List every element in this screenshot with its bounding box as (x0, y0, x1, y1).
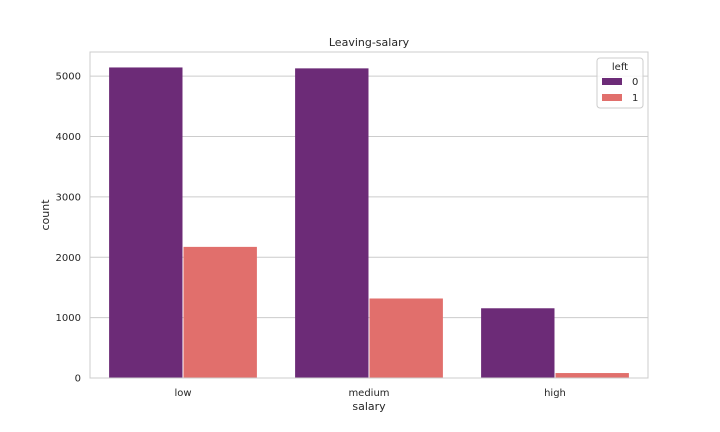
legend-entry: 0 (632, 77, 638, 88)
x-tick-label: medium (348, 388, 389, 399)
x-tick-label: low (174, 388, 191, 399)
bar-low-left-0 (109, 67, 183, 379)
bar-high-left-0 (481, 308, 555, 378)
y-tick-label: 4000 (56, 132, 81, 143)
bars (109, 67, 629, 379)
chart-title: Leaving-salary (329, 36, 410, 49)
legend-entry: 1 (632, 93, 638, 104)
y-tick-label: 1000 (56, 313, 81, 324)
y-tick-label: 2000 (56, 253, 81, 264)
legend: left 0 1 (596, 57, 644, 109)
bar-medium-left-1 (369, 298, 443, 378)
legend-swatch (602, 94, 622, 101)
y-tick-labels: 0 1000 2000 3000 4000 5000 (56, 72, 81, 385)
x-axis-label: salary (352, 400, 386, 413)
plot-frame (89, 51, 649, 379)
bar-low-left-1 (183, 246, 257, 378)
y-tick-label: 3000 (56, 192, 81, 203)
y-tick-label: 0 (75, 374, 81, 385)
bar-medium-left-0 (295, 68, 369, 379)
y-axis-label: count (39, 199, 52, 231)
x-tick-label: high (544, 388, 566, 399)
legend-swatch (602, 78, 622, 85)
x-tick-labels: low medium high (174, 388, 565, 399)
bar-high-left-1 (555, 373, 629, 378)
legend-title: left (612, 62, 628, 73)
y-tick-label: 5000 (56, 72, 81, 83)
